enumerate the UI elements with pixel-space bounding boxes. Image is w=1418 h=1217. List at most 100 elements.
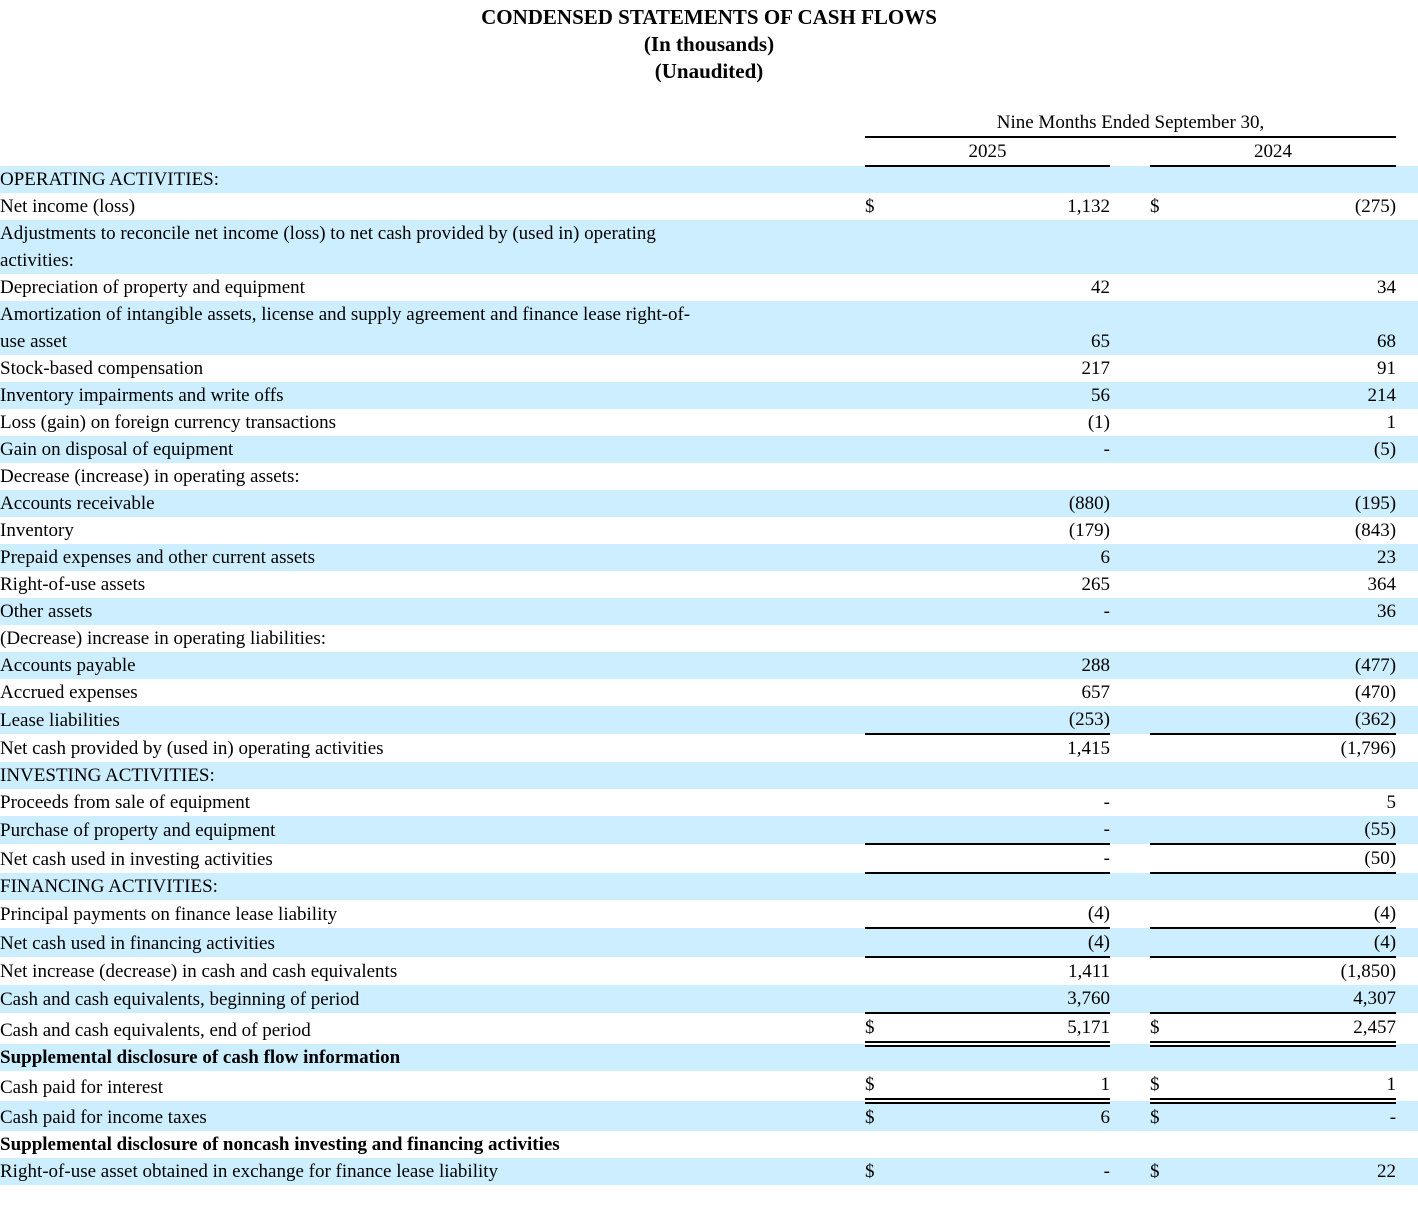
value-2024: 5 [1386,792,1397,813]
value-2024: - [1178,1101,1397,1131]
column-gap [1110,1044,1150,1071]
column-gap [1110,463,1150,490]
value-2024 [1178,625,1396,652]
table-row: Supplemental disclosure of noncash inves… [0,1131,1418,1158]
currency-symbol-2024 [1150,706,1178,735]
value-2025: (1) [1087,412,1110,433]
table-row: OPERATING ACTIVITIES: [0,166,1418,193]
table-row: Right-of-use assets 265 364 [0,571,1418,598]
row-fill [1396,193,1418,220]
row-fill [1396,1158,1418,1185]
value-2024: (4) [1178,928,1397,958]
row-label: Other assets [0,598,865,625]
currency-symbol-2025 [865,789,893,816]
value-2024: (195) [1178,490,1397,517]
table-row: Supplemental disclosure of cash flow inf… [0,1044,1418,1071]
currency-symbol-2025 [865,220,893,274]
column-gap [1110,436,1150,463]
currency-symbol-2024 [1150,517,1178,544]
row-fill [1396,985,1418,1013]
currency-symbol-2024 [1150,928,1178,958]
currency-symbol-2025 [865,1044,893,1071]
value-2025: - [893,436,1110,463]
column-gap [1110,706,1150,734]
column-gap [1110,1158,1150,1185]
row-fill [1396,816,1418,844]
row-fill [1396,409,1418,436]
value-2025 [893,463,1110,490]
value-2025: 1,411 [1067,961,1110,982]
value-2024: 34 [1377,277,1397,298]
table-row: Adjustments to reconcile net income (los… [0,220,1418,274]
row-label: Cash paid for income taxes [0,1101,865,1131]
value-2024: (1,850) [1340,961,1397,982]
currency-symbol-2024: $ [1150,1071,1178,1104]
value-2025: 56 [893,382,1110,409]
column-gap [1110,490,1150,517]
currency-symbol-2024: $ [1150,196,1160,217]
value-2025: - [893,598,1110,625]
value-2025: (253) [893,706,1110,735]
row-label: FINANCING ACTIVITIES: [0,873,865,900]
currency-symbol-2025 [865,571,893,598]
column-gap [1110,928,1150,957]
value-2025: 288 [893,652,1110,679]
row-label: Right-of-use assets [0,574,146,595]
table-row: Net income (loss) $1,132 $ (275) [0,193,1418,220]
row-fill [1396,166,1418,193]
row-fill [1396,1071,1418,1101]
currency-symbol-2024 [1150,544,1178,571]
row-fill [1396,436,1418,463]
column-gap [1110,873,1150,900]
currency-symbol-2024 [1150,166,1178,193]
year-column-2024: 2024 [1150,137,1397,167]
value-2025: 6 [893,1101,1110,1131]
column-gap [1110,355,1150,382]
row-label: Gain on disposal of equipment [0,436,865,463]
value-2024: 364 [1367,574,1397,595]
column-gap [1110,844,1150,873]
column-gap [1110,679,1150,706]
row-label: Loss (gain) on foreign currency transact… [0,412,337,433]
table-row: FINANCING ACTIVITIES: [0,873,1418,900]
currency-symbol-2025 [865,816,893,845]
row-label: Accounts payable [0,652,865,679]
row-label: Depreciation of property and equipment [0,277,305,298]
currency-symbol-2025 [865,985,893,1014]
table-row: Principal payments on finance lease liab… [0,900,1418,929]
row-fill [1396,789,1418,816]
currency-symbol-2025 [865,734,893,762]
row-fill [1396,463,1418,490]
currency-symbol-2025: $ [865,196,875,217]
currency-symbol-2024: $ [1150,1158,1178,1185]
currency-symbol-2024 [1150,873,1178,900]
row-label: Supplemental disclosure of cash flow inf… [0,1044,865,1071]
column-gap [1110,517,1150,544]
column-gap [1110,957,1150,985]
row-fill [1396,734,1418,762]
currency-symbol-2024 [1150,274,1178,301]
column-gap [1110,382,1150,409]
column-gap [1110,900,1150,928]
currency-symbol-2025 [865,274,893,301]
value-2025: 217 [1081,358,1111,379]
row-fill [1396,301,1418,355]
table-row: Accounts payable 288 (477) [0,652,1418,679]
currency-symbol-2024 [1150,679,1178,706]
row-fill [1396,274,1418,301]
value-2024 [1178,762,1397,789]
header-spacer [0,109,865,137]
table-row: Loss (gain) on foreign currency transact… [0,409,1418,436]
currency-symbol-2024 [1150,301,1178,355]
table-row: Cash paid for income taxes $6 $ - [0,1101,1418,1131]
row-fill [1396,1044,1418,1071]
column-gap [1110,625,1150,652]
table-row: Net cash used in financing activities (4)… [0,928,1418,958]
value-2025: 1 [893,1071,1110,1104]
row-label: Cash and cash equivalents, end of period [0,1020,311,1041]
row-label: Principal payments on finance lease liab… [0,904,338,925]
value-2025 [893,873,1110,900]
value-2025: - [893,1158,1110,1185]
column-gap [1110,166,1150,193]
table-row: Inventory impairments and write offs 56 21… [0,382,1418,409]
